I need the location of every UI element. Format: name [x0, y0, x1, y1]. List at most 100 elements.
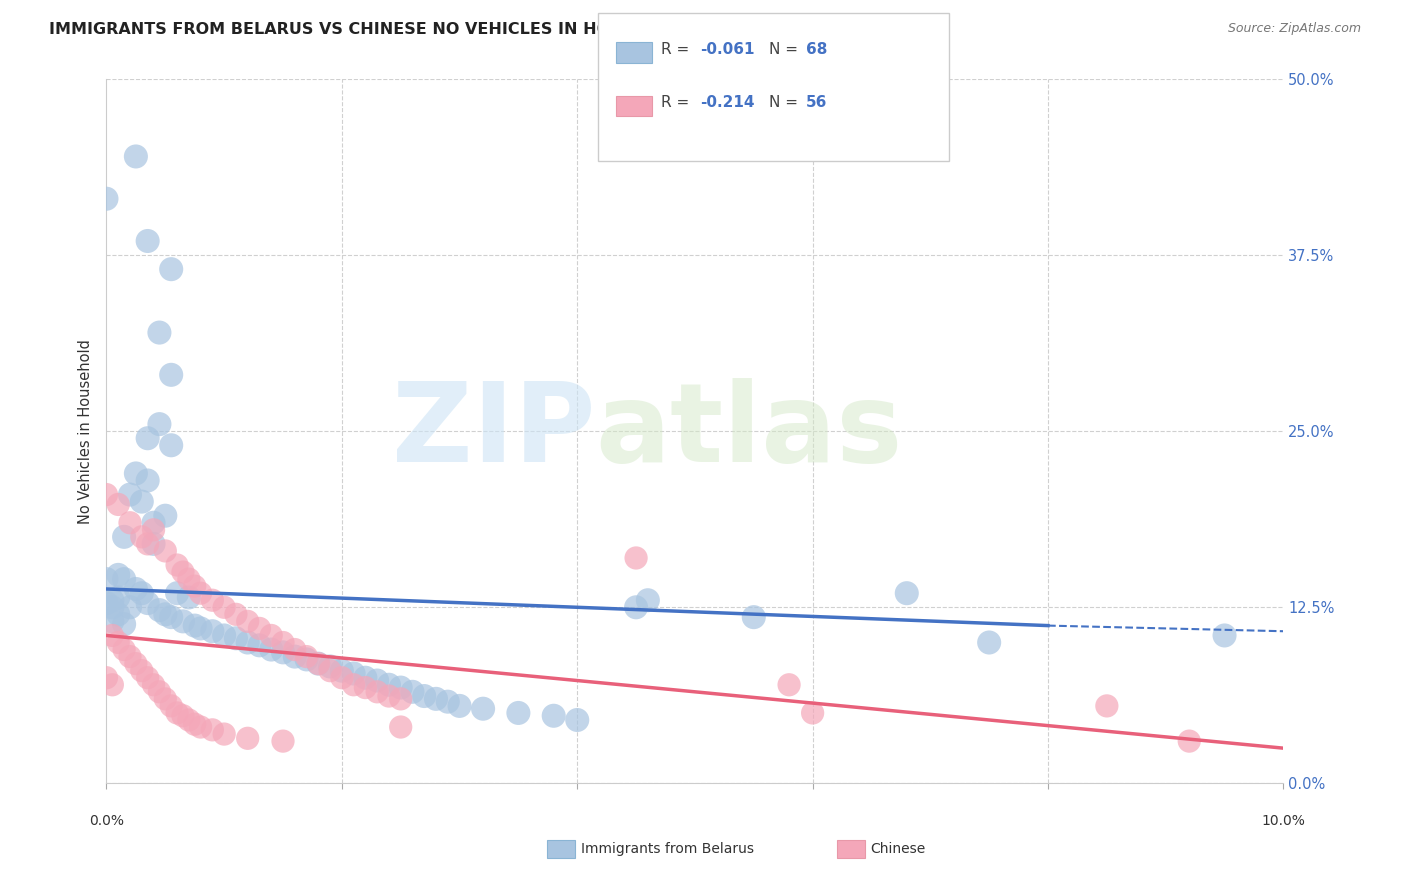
Point [118, 600, 141, 615]
Text: Source: ZipAtlas.com: Source: ZipAtlas.com [1227, 22, 1361, 36]
Text: Chinese: Chinese [870, 842, 925, 856]
Point [118, 487, 141, 501]
Point [118, 649, 141, 664]
Text: atlas: atlas [595, 377, 903, 484]
Point [172, 615, 194, 629]
Point [148, 603, 170, 617]
Point [148, 417, 170, 431]
Point [295, 649, 318, 664]
Point [425, 691, 447, 706]
Point [343, 678, 366, 692]
Point [96, 572, 118, 586]
Text: R =: R = [661, 42, 695, 56]
Point [260, 642, 283, 657]
Point [449, 698, 471, 713]
Point [172, 565, 194, 579]
Point [184, 579, 207, 593]
Text: R =: R = [661, 95, 695, 110]
Text: ZIP: ZIP [391, 377, 595, 484]
Point [166, 586, 188, 600]
Point [896, 586, 918, 600]
Point [148, 326, 170, 340]
Point [366, 673, 388, 688]
Point [160, 438, 183, 452]
Point [166, 558, 188, 572]
Point [307, 657, 329, 671]
Point [401, 685, 423, 699]
Point [101, 628, 124, 642]
Point [96, 671, 118, 685]
Point [136, 596, 159, 610]
Point [177, 713, 200, 727]
Point [136, 431, 159, 445]
Point [436, 695, 458, 709]
Point [136, 234, 159, 248]
Point [125, 582, 148, 596]
Point [389, 681, 412, 695]
Point [142, 516, 165, 530]
Point [249, 638, 271, 652]
Point [96, 192, 118, 206]
Point [271, 645, 294, 659]
Point [155, 691, 177, 706]
Point [472, 702, 495, 716]
Text: 10.0%: 10.0% [1261, 814, 1305, 828]
Point [212, 727, 235, 741]
Point [112, 572, 135, 586]
Point [1095, 698, 1118, 713]
Point [249, 622, 271, 636]
Point [96, 596, 118, 610]
Point [125, 657, 148, 671]
Point [107, 498, 129, 512]
Point [378, 689, 401, 703]
Point [131, 494, 153, 508]
Point [184, 618, 207, 632]
Point [378, 678, 401, 692]
Point [190, 720, 212, 734]
Point [201, 723, 224, 737]
Point [101, 678, 124, 692]
Point [148, 685, 170, 699]
Point [190, 586, 212, 600]
Point [107, 635, 129, 649]
Point [177, 591, 200, 605]
Point [413, 689, 436, 703]
Point [131, 586, 153, 600]
Point [136, 537, 159, 551]
Point [177, 572, 200, 586]
Point [389, 720, 412, 734]
Point [125, 467, 148, 481]
Point [142, 537, 165, 551]
Point [190, 622, 212, 636]
Point [979, 635, 1001, 649]
Point [366, 685, 388, 699]
Point [236, 615, 259, 629]
Point [284, 642, 307, 657]
Point [96, 487, 118, 501]
Point [112, 642, 135, 657]
Point [354, 671, 377, 685]
Point [118, 516, 141, 530]
Point [567, 713, 589, 727]
Point [212, 600, 235, 615]
Point [225, 607, 247, 622]
Point [319, 659, 342, 673]
Point [1213, 628, 1236, 642]
Text: IMMIGRANTS FROM BELARUS VS CHINESE NO VEHICLES IN HOUSEHOLD CORRELATION CHART: IMMIGRANTS FROM BELARUS VS CHINESE NO VE… [49, 22, 894, 37]
Point [624, 600, 647, 615]
Text: N =: N = [769, 42, 803, 56]
Text: -0.214: -0.214 [700, 95, 755, 110]
Text: 0.0%: 0.0% [89, 814, 124, 828]
Point [112, 530, 135, 544]
Point [354, 681, 377, 695]
Point [112, 617, 135, 632]
Point [136, 474, 159, 488]
Point [742, 610, 765, 624]
Text: N =: N = [769, 95, 803, 110]
Point [260, 628, 283, 642]
Point [637, 593, 659, 607]
Point [184, 717, 207, 731]
Point [284, 649, 307, 664]
Point [508, 706, 530, 720]
Y-axis label: No Vehicles in Household: No Vehicles in Household [79, 339, 93, 524]
